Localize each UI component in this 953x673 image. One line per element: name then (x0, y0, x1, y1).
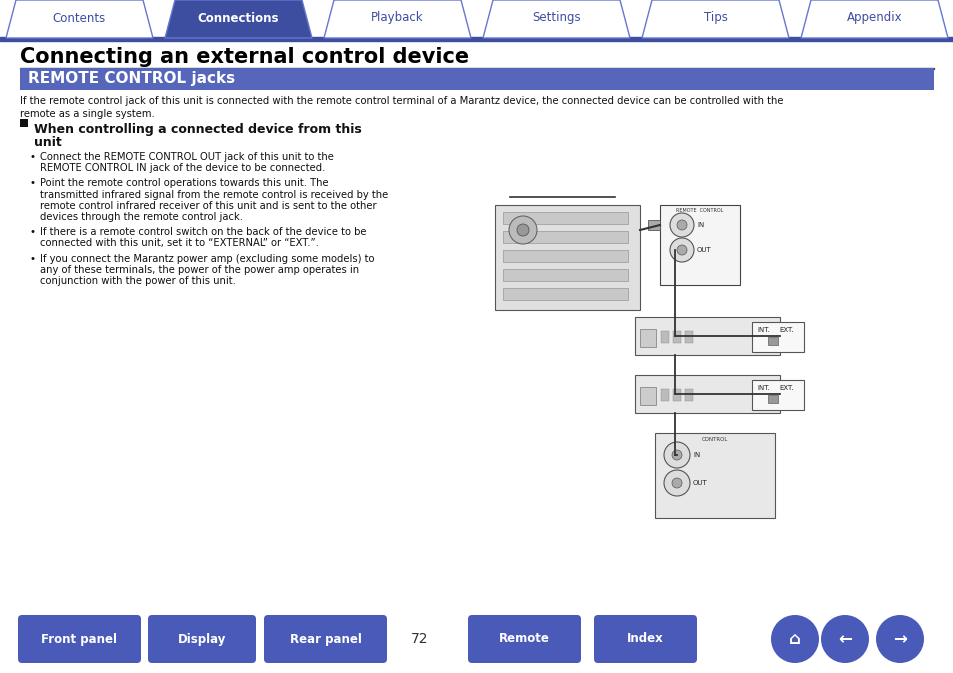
Text: •: • (30, 227, 36, 237)
Text: •: • (30, 152, 36, 162)
Text: Front panel: Front panel (42, 633, 117, 645)
Text: unit: unit (34, 136, 62, 149)
Text: Remote: Remote (498, 633, 549, 645)
Bar (502, 288, 627, 300)
Bar (635, 317, 780, 355)
FancyBboxPatch shape (148, 615, 255, 663)
Polygon shape (324, 0, 471, 38)
Text: If there is a remote control switch on the back of the device to be: If there is a remote control switch on t… (40, 227, 366, 237)
Polygon shape (165, 0, 312, 38)
Text: •: • (30, 254, 36, 264)
Polygon shape (641, 0, 788, 38)
Text: CONTROL: CONTROL (701, 437, 727, 442)
Text: IN: IN (697, 222, 703, 228)
Text: Playback: Playback (371, 11, 423, 24)
Bar (0, 37, 953, 41)
Text: connected with this unit, set it to “EXTERNAL” or “EXT.”.: connected with this unit, set it to “EXT… (40, 238, 318, 248)
Circle shape (669, 238, 693, 262)
Bar (672, 331, 680, 343)
Text: remote as a single system.: remote as a single system. (20, 109, 154, 119)
Text: OUT: OUT (692, 480, 707, 486)
Circle shape (671, 478, 681, 488)
Bar (751, 380, 803, 410)
Bar (767, 337, 778, 345)
Text: Index: Index (626, 633, 663, 645)
Circle shape (663, 470, 689, 496)
Text: any of these terminals, the power of the power amp operates in: any of these terminals, the power of the… (40, 264, 358, 275)
Bar (639, 329, 656, 347)
Bar (639, 387, 656, 405)
Bar (495, 205, 639, 310)
Text: devices through the remote control jack.: devices through the remote control jack. (40, 212, 243, 222)
FancyBboxPatch shape (594, 615, 697, 663)
Text: REMOTE CONTROL jacks: REMOTE CONTROL jacks (28, 71, 234, 87)
Circle shape (770, 615, 818, 663)
Circle shape (671, 450, 681, 460)
FancyBboxPatch shape (468, 615, 580, 663)
Bar (20, 119, 28, 127)
Text: Tips: Tips (702, 11, 727, 24)
FancyBboxPatch shape (264, 615, 387, 663)
FancyBboxPatch shape (18, 615, 141, 663)
Circle shape (517, 224, 529, 236)
Circle shape (663, 442, 689, 468)
Text: Connecting an external control device: Connecting an external control device (20, 47, 469, 67)
Text: remote control infrared receiver of this unit and is sent to the other: remote control infrared receiver of this… (40, 201, 376, 211)
Bar (502, 212, 627, 224)
Bar (635, 375, 780, 413)
Bar (751, 322, 803, 352)
Bar (20, 67, 933, 69)
Circle shape (875, 615, 923, 663)
Bar (20, 68, 933, 90)
Text: Point the remote control operations towards this unit. The: Point the remote control operations towa… (40, 178, 328, 188)
Text: ⌂: ⌂ (788, 630, 801, 648)
Text: Connections: Connections (197, 11, 279, 24)
Bar (660, 331, 668, 343)
Text: INT.: INT. (757, 385, 769, 391)
Circle shape (509, 216, 537, 244)
Bar (502, 231, 627, 243)
Text: ←: ← (837, 630, 851, 648)
Text: OUT: OUT (697, 247, 711, 253)
Text: Contents: Contents (52, 11, 106, 24)
Text: Rear panel: Rear panel (290, 633, 361, 645)
Bar (502, 250, 627, 262)
Text: Appendix: Appendix (846, 11, 902, 24)
Bar (659, 205, 740, 285)
Text: transmitted infrared signal from the remote control is received by the: transmitted infrared signal from the rem… (40, 190, 388, 200)
Circle shape (677, 220, 686, 230)
Circle shape (677, 245, 686, 255)
Text: REMOTE  CONTROL: REMOTE CONTROL (676, 208, 723, 213)
Polygon shape (482, 0, 629, 38)
Text: →: → (892, 630, 906, 648)
Bar (647, 220, 659, 230)
Text: If the remote control jack of this unit is connected with the remote control ter: If the remote control jack of this unit … (20, 96, 782, 106)
Circle shape (669, 213, 693, 237)
Bar (767, 395, 778, 403)
Text: Display: Display (177, 633, 226, 645)
Circle shape (821, 615, 868, 663)
Bar (684, 389, 692, 401)
Bar (655, 433, 774, 518)
Polygon shape (6, 0, 152, 38)
Text: REMOTE CONTROL IN jack of the device to be connected.: REMOTE CONTROL IN jack of the device to … (40, 163, 325, 173)
Text: When controlling a connected device from this: When controlling a connected device from… (34, 123, 361, 136)
Bar (660, 389, 668, 401)
Text: If you connect the Marantz power amp (excluding some models) to: If you connect the Marantz power amp (ex… (40, 254, 375, 264)
Bar (502, 269, 627, 281)
Text: INT.: INT. (757, 327, 769, 333)
Bar (684, 331, 692, 343)
Text: EXT.: EXT. (779, 327, 793, 333)
Text: Settings: Settings (532, 11, 580, 24)
Bar (672, 389, 680, 401)
Text: Connect the REMOTE CONTROL OUT jack of this unit to the: Connect the REMOTE CONTROL OUT jack of t… (40, 152, 334, 162)
Polygon shape (801, 0, 947, 38)
Text: conjunction with the power of this unit.: conjunction with the power of this unit. (40, 276, 235, 286)
Text: 72: 72 (411, 632, 428, 646)
Text: IN: IN (692, 452, 700, 458)
Text: EXT.: EXT. (779, 385, 793, 391)
Text: •: • (30, 178, 36, 188)
